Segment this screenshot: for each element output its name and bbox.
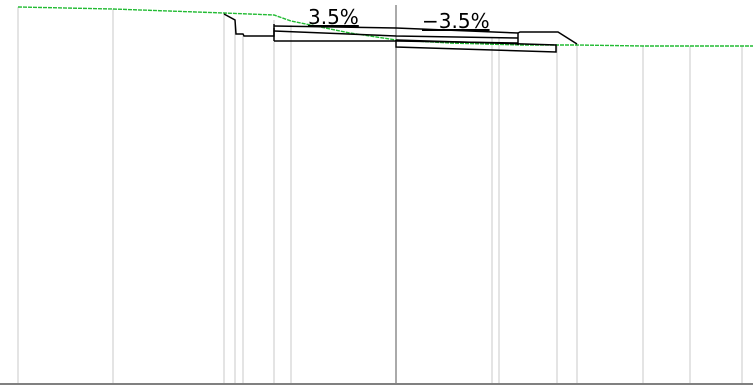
road-section	[223, 13, 578, 53]
existing-ground-line	[17, 6, 753, 47]
pavement-layer-1	[273, 30, 519, 39]
right-shoulder-outline	[517, 31, 578, 45]
left-pavement-top	[273, 25, 519, 34]
right-slope-label: −3.5%	[422, 9, 490, 33]
right-base-slab	[395, 39, 557, 53]
left-shoulder-outline	[223, 13, 275, 37]
left-slope-label: 3.5%	[308, 5, 359, 29]
station-lines	[17, 7, 743, 383]
